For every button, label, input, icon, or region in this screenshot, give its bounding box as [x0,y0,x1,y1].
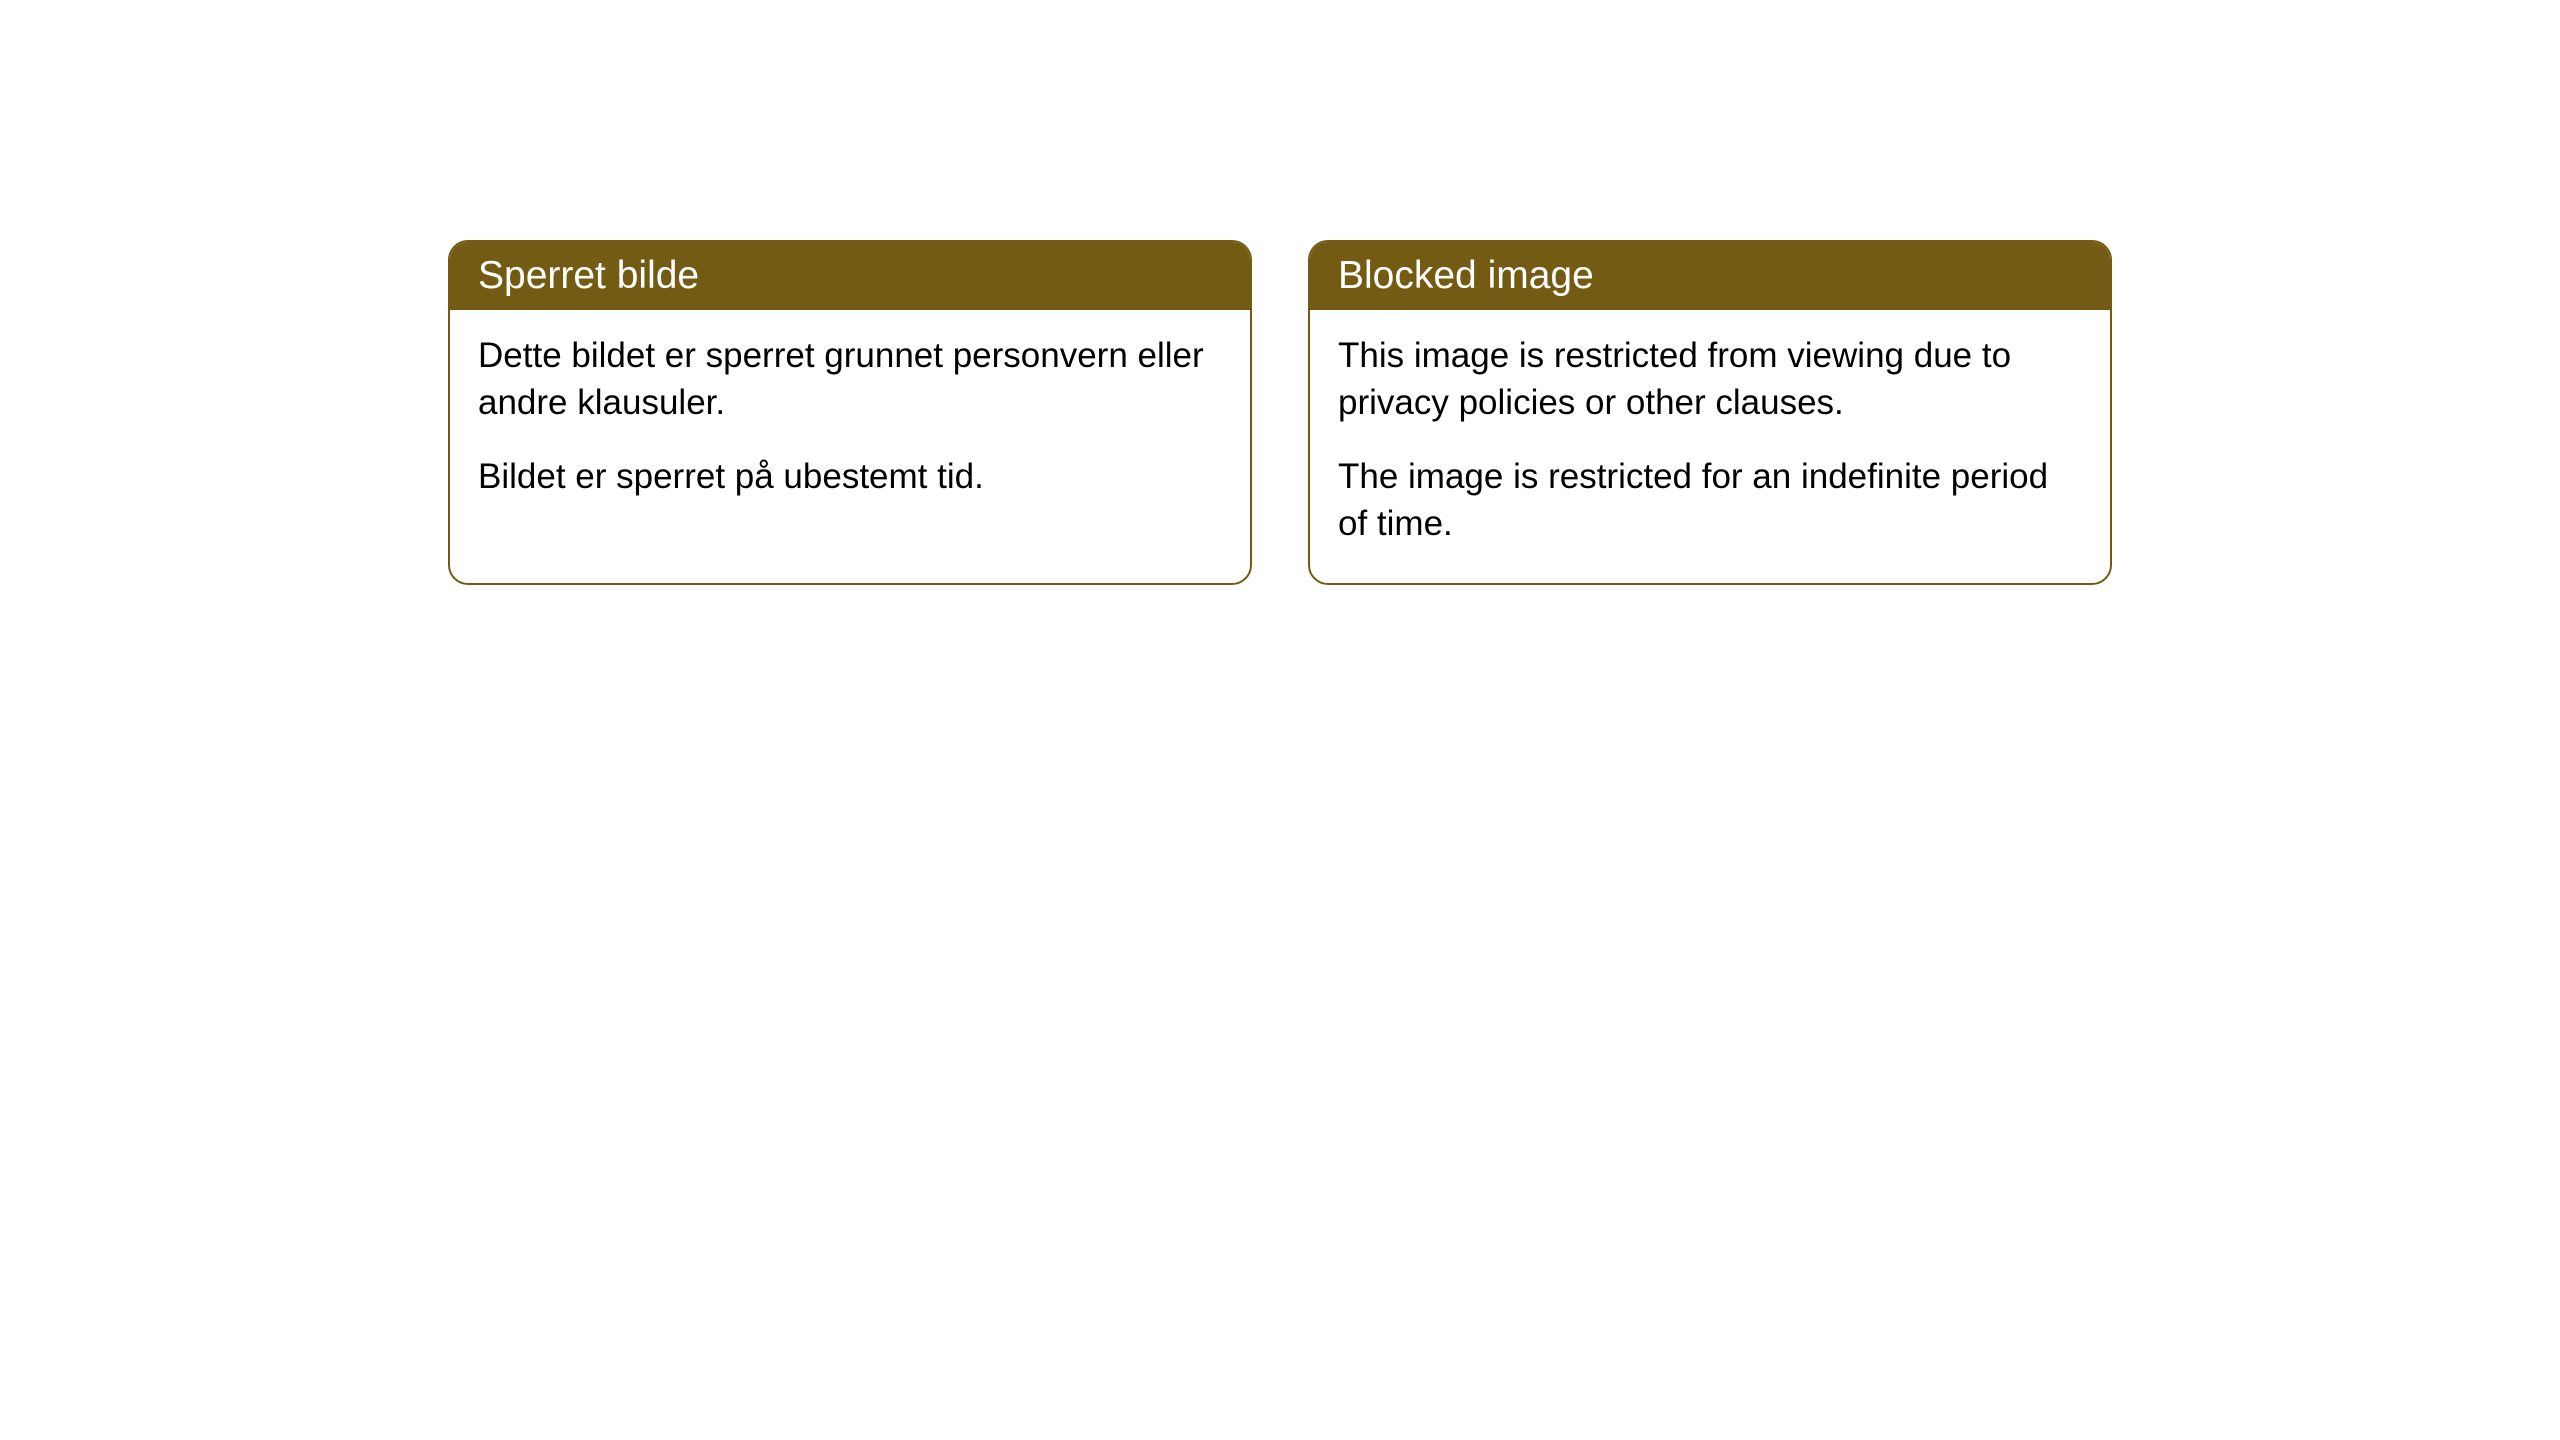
blocked-image-card-norwegian: Sperret bilde Dette bildet er sperret gr… [448,240,1252,585]
blocked-image-card-english: Blocked image This image is restricted f… [1308,240,2112,585]
cards-container: Sperret bilde Dette bildet er sperret gr… [0,0,2560,585]
card-header: Sperret bilde [450,242,1250,310]
card-paragraph: This image is restricted from viewing du… [1338,332,2082,427]
card-paragraph: The image is restricted for an indefinit… [1338,453,2082,548]
card-paragraph: Bildet er sperret på ubestemt tid. [478,453,1222,500]
card-paragraph: Dette bildet er sperret grunnet personve… [478,332,1222,427]
card-header: Blocked image [1310,242,2110,310]
card-body: Dette bildet er sperret grunnet personve… [450,310,1250,536]
card-body: This image is restricted from viewing du… [1310,310,2110,583]
